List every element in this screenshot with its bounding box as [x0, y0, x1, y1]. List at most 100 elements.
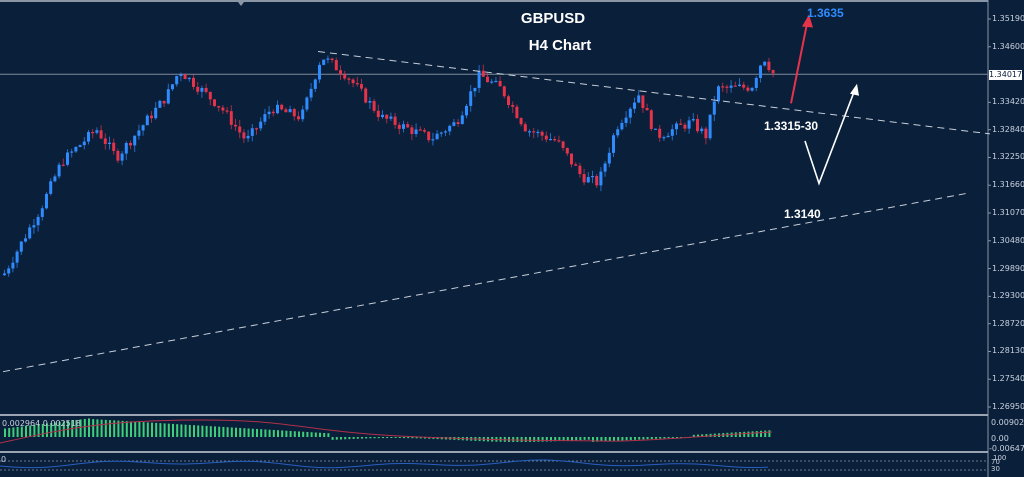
candle [36, 216, 40, 226]
candle [582, 174, 586, 183]
candle [78, 145, 82, 148]
candle [767, 61, 771, 71]
candle [368, 101, 372, 103]
price-axis-label: 1.28130 [992, 346, 1024, 356]
candle [334, 60, 338, 71]
candle [393, 116, 397, 125]
candle [154, 107, 158, 119]
candle [276, 104, 279, 114]
candle [553, 139, 557, 141]
candle [322, 59, 326, 65]
rsi-axis-70: 70 [991, 458, 1000, 466]
candle [74, 147, 78, 152]
candle [704, 128, 708, 139]
candle [225, 110, 229, 112]
candle [721, 86, 725, 88]
candle [649, 110, 653, 129]
candle [259, 121, 263, 129]
candle [654, 128, 657, 130]
candle [372, 101, 376, 111]
candle [637, 95, 641, 103]
candle [133, 135, 137, 146]
pivot-zone-label: 1.3315-30 [764, 119, 819, 133]
rsi-left-label: 0 [1, 455, 7, 464]
candle [511, 104, 515, 107]
candle [297, 116, 300, 120]
candle [494, 80, 498, 83]
candle [523, 124, 527, 132]
candle [57, 164, 61, 177]
candle [612, 135, 615, 153]
candle [418, 129, 422, 131]
candle [238, 126, 242, 133]
candle [544, 135, 548, 140]
candle [103, 138, 107, 144]
price-axis-label: 1.29300 [992, 291, 1024, 301]
candle [141, 125, 145, 131]
candle [448, 125, 452, 132]
candle [616, 129, 620, 136]
candle [502, 86, 506, 97]
candle [439, 132, 443, 134]
candle [204, 87, 208, 92]
candle [691, 118, 695, 121]
candle [150, 115, 153, 119]
candle [456, 122, 460, 125]
candle [486, 76, 489, 83]
price-axis-label: 1.34600 [992, 41, 1024, 51]
candle [620, 122, 624, 130]
white-arrowhead-icon [850, 83, 859, 96]
candle [166, 89, 170, 104]
candle [444, 131, 447, 133]
white-projection-path [804, 86, 857, 186]
candle [402, 124, 405, 129]
candle [305, 97, 309, 110]
candle [3, 273, 6, 276]
candle [213, 99, 216, 107]
candle [280, 104, 284, 110]
candle [712, 101, 716, 115]
candle [700, 128, 704, 132]
candle [662, 137, 666, 139]
candle [355, 83, 359, 85]
candle [326, 58, 330, 60]
candle [255, 128, 258, 130]
candle [120, 153, 124, 161]
macd-histogram [4, 418, 771, 442]
candle [389, 116, 393, 119]
candle [696, 118, 699, 132]
candle [679, 123, 683, 125]
scroll-marker-icon [238, 2, 244, 6]
candle [99, 130, 103, 139]
candle [137, 130, 141, 136]
price-axis-label: 1.29890 [992, 263, 1024, 273]
candle [32, 225, 36, 228]
candle [498, 80, 502, 87]
price-axis-label: 1.31660 [992, 180, 1024, 190]
current-price-tag: 1.34017 [989, 70, 1023, 80]
price-axis-label: 1.27540 [992, 374, 1024, 384]
macd-axis-bottom: -0.006479 [989, 444, 1024, 453]
macd-axis-zero: 0.00 [991, 434, 1009, 443]
candle [683, 124, 687, 129]
candle [540, 131, 544, 136]
candle [145, 115, 149, 126]
macd-axis-top: 0.009028 [991, 418, 1024, 427]
candle [771, 70, 775, 74]
candle [473, 87, 477, 92]
macd-values-label: 0.002964 0.002518 [2, 419, 81, 428]
candle [112, 142, 116, 151]
candle [66, 152, 69, 165]
candle [208, 91, 212, 100]
candle [217, 106, 221, 108]
candle [40, 208, 44, 217]
candle [469, 91, 473, 106]
candle [670, 129, 674, 136]
candle [536, 131, 540, 134]
candle [221, 107, 225, 111]
candle [406, 124, 410, 128]
candle [250, 128, 254, 136]
candle [397, 124, 401, 129]
candle [70, 151, 74, 153]
